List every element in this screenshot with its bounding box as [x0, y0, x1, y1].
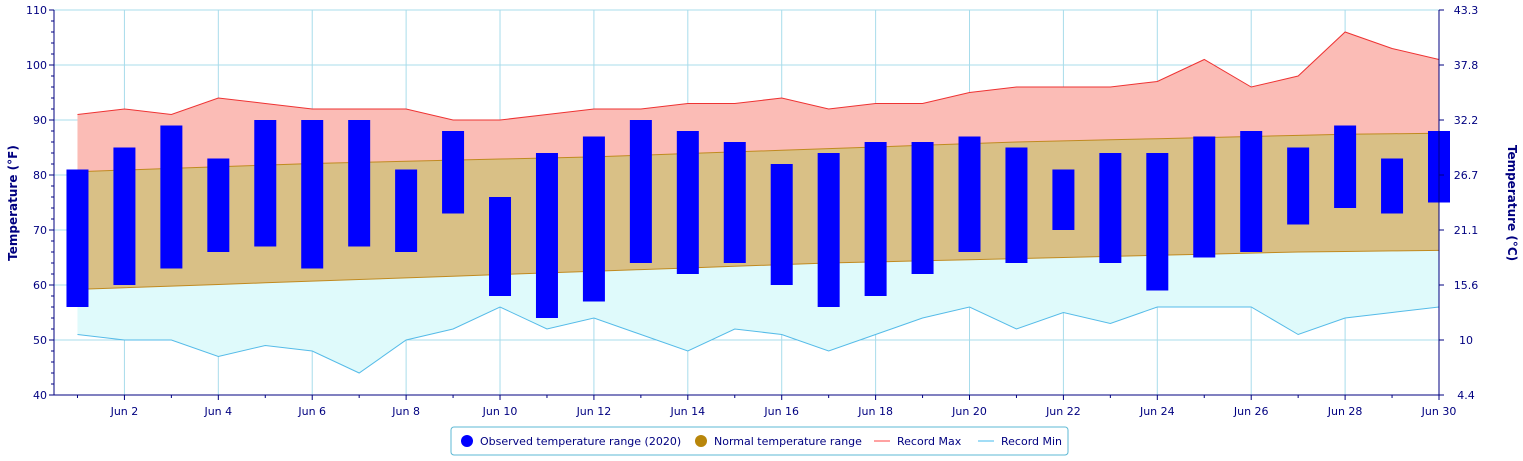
observed-bar[interactable]	[207, 158, 230, 253]
x-tick-label: Jun 28	[1327, 405, 1363, 418]
observed-bar[interactable]	[1005, 147, 1028, 264]
y-tick-label-right: 21.1	[1454, 224, 1479, 237]
x-tick-label: Jun 14	[669, 405, 705, 418]
record-max-band	[77, 32, 1439, 172]
observed-bar[interactable]	[1052, 169, 1075, 231]
legend-observed-label[interactable]: Observed temperature range (2020)	[480, 435, 681, 448]
y-tick-label-right: 32.2	[1454, 114, 1479, 127]
legend[interactable]: Observed temperature range (2020) Normal…	[450, 426, 1069, 456]
observed-bar[interactable]	[1287, 147, 1310, 225]
axes: 40 50 60 70 80 90 100 110 4.4 10 15.6 21.1 26.7 32.2 3…	[26, 4, 1478, 418]
record-max-line	[77, 31, 1440, 121]
record-min-line	[77, 306, 1440, 374]
observed-bar[interactable]	[723, 142, 746, 263]
x-tick-label: Jun 24	[1139, 405, 1175, 418]
y-tick-label-left: 100	[26, 59, 47, 72]
observed-bar[interactable]	[395, 169, 418, 253]
x-tick-label: Jun 4	[203, 405, 232, 418]
y-tick-label-left: 50	[33, 334, 47, 347]
observed-bar[interactable]	[676, 131, 699, 274]
y-tick-label-left: 90	[33, 114, 47, 127]
legend-record-max-label[interactable]: Record Max	[897, 435, 962, 448]
observed-bar[interactable]	[160, 125, 183, 269]
observed-bar[interactable]	[1193, 136, 1216, 258]
x-tick-label: Jun 2	[110, 405, 139, 418]
record-min-band	[77, 250, 1439, 373]
y-tick-label-right: 37.8	[1454, 59, 1479, 72]
y-tick-label-left: 80	[33, 169, 47, 182]
y-tick-label-left: 70	[33, 224, 47, 237]
y-tick-label-right: 15.6	[1454, 279, 1479, 292]
observed-bar[interactable]	[489, 197, 512, 296]
legend-normal-label[interactable]: Normal temperature range	[714, 435, 862, 448]
area-bands	[77, 31, 1440, 374]
x-tick-label: Jun 22	[1045, 405, 1081, 418]
observed-bar[interactable]	[1334, 125, 1357, 209]
observed-bar[interactable]	[1146, 153, 1169, 291]
y-axis-title-left: Temperature (°F)	[6, 145, 20, 261]
x-tick-label: Jun 10	[482, 405, 518, 418]
observed-bar[interactable]	[629, 120, 652, 263]
y-tick-label-right: 43.3	[1454, 4, 1479, 17]
legend-observed-marker	[461, 435, 473, 447]
y-tick-label-left: 110	[26, 4, 47, 17]
y-tick-label-left: 40	[33, 389, 47, 402]
observed-bar[interactable]	[66, 169, 89, 308]
y-tick-label-right: 4.4	[1457, 389, 1475, 402]
x-tick-label: Jun 12	[576, 405, 612, 418]
legend-normal-marker	[695, 435, 707, 447]
observed-bar[interactable]	[582, 136, 605, 302]
observed-bar[interactable]	[535, 153, 558, 318]
x-tick-label: Jun 8	[391, 405, 420, 418]
legend-box	[450, 426, 1069, 456]
observed-bar[interactable]	[301, 120, 324, 269]
observed-bar[interactable]	[864, 142, 887, 296]
y-axis-title-right: Temperature (°C)	[1505, 145, 1519, 261]
y-tick-label-right: 10	[1459, 334, 1473, 347]
observed-bar[interactable]	[1240, 131, 1263, 252]
x-tick-label: Jun 20	[951, 405, 987, 418]
normal-range-band	[77, 133, 1439, 290]
x-tick-label: Jun 30	[1421, 405, 1457, 418]
observed-bar[interactable]	[1381, 158, 1404, 214]
observed-bar[interactable]	[348, 120, 371, 247]
x-tick-label: Jun 18	[857, 405, 893, 418]
observed-bar[interactable]	[113, 147, 136, 286]
observed-bar[interactable]	[911, 142, 934, 274]
observed-bars[interactable]	[66, 120, 1450, 318]
y-tick-label-right: 26.7	[1454, 169, 1479, 182]
observed-bar[interactable]	[958, 136, 981, 253]
observed-bar[interactable]	[254, 120, 277, 247]
observed-bar[interactable]	[817, 153, 840, 307]
legend-record-min-label[interactable]: Record Min	[1001, 435, 1062, 448]
y-tick-label-left: 60	[33, 279, 47, 292]
x-tick-label: Jun 16	[763, 405, 799, 418]
observed-bar[interactable]	[1099, 153, 1122, 263]
x-tick-label: Jun 6	[297, 405, 326, 418]
x-tick-label: Jun 26	[1233, 405, 1269, 418]
observed-bar[interactable]	[770, 164, 793, 285]
observed-bar[interactable]	[442, 131, 465, 214]
